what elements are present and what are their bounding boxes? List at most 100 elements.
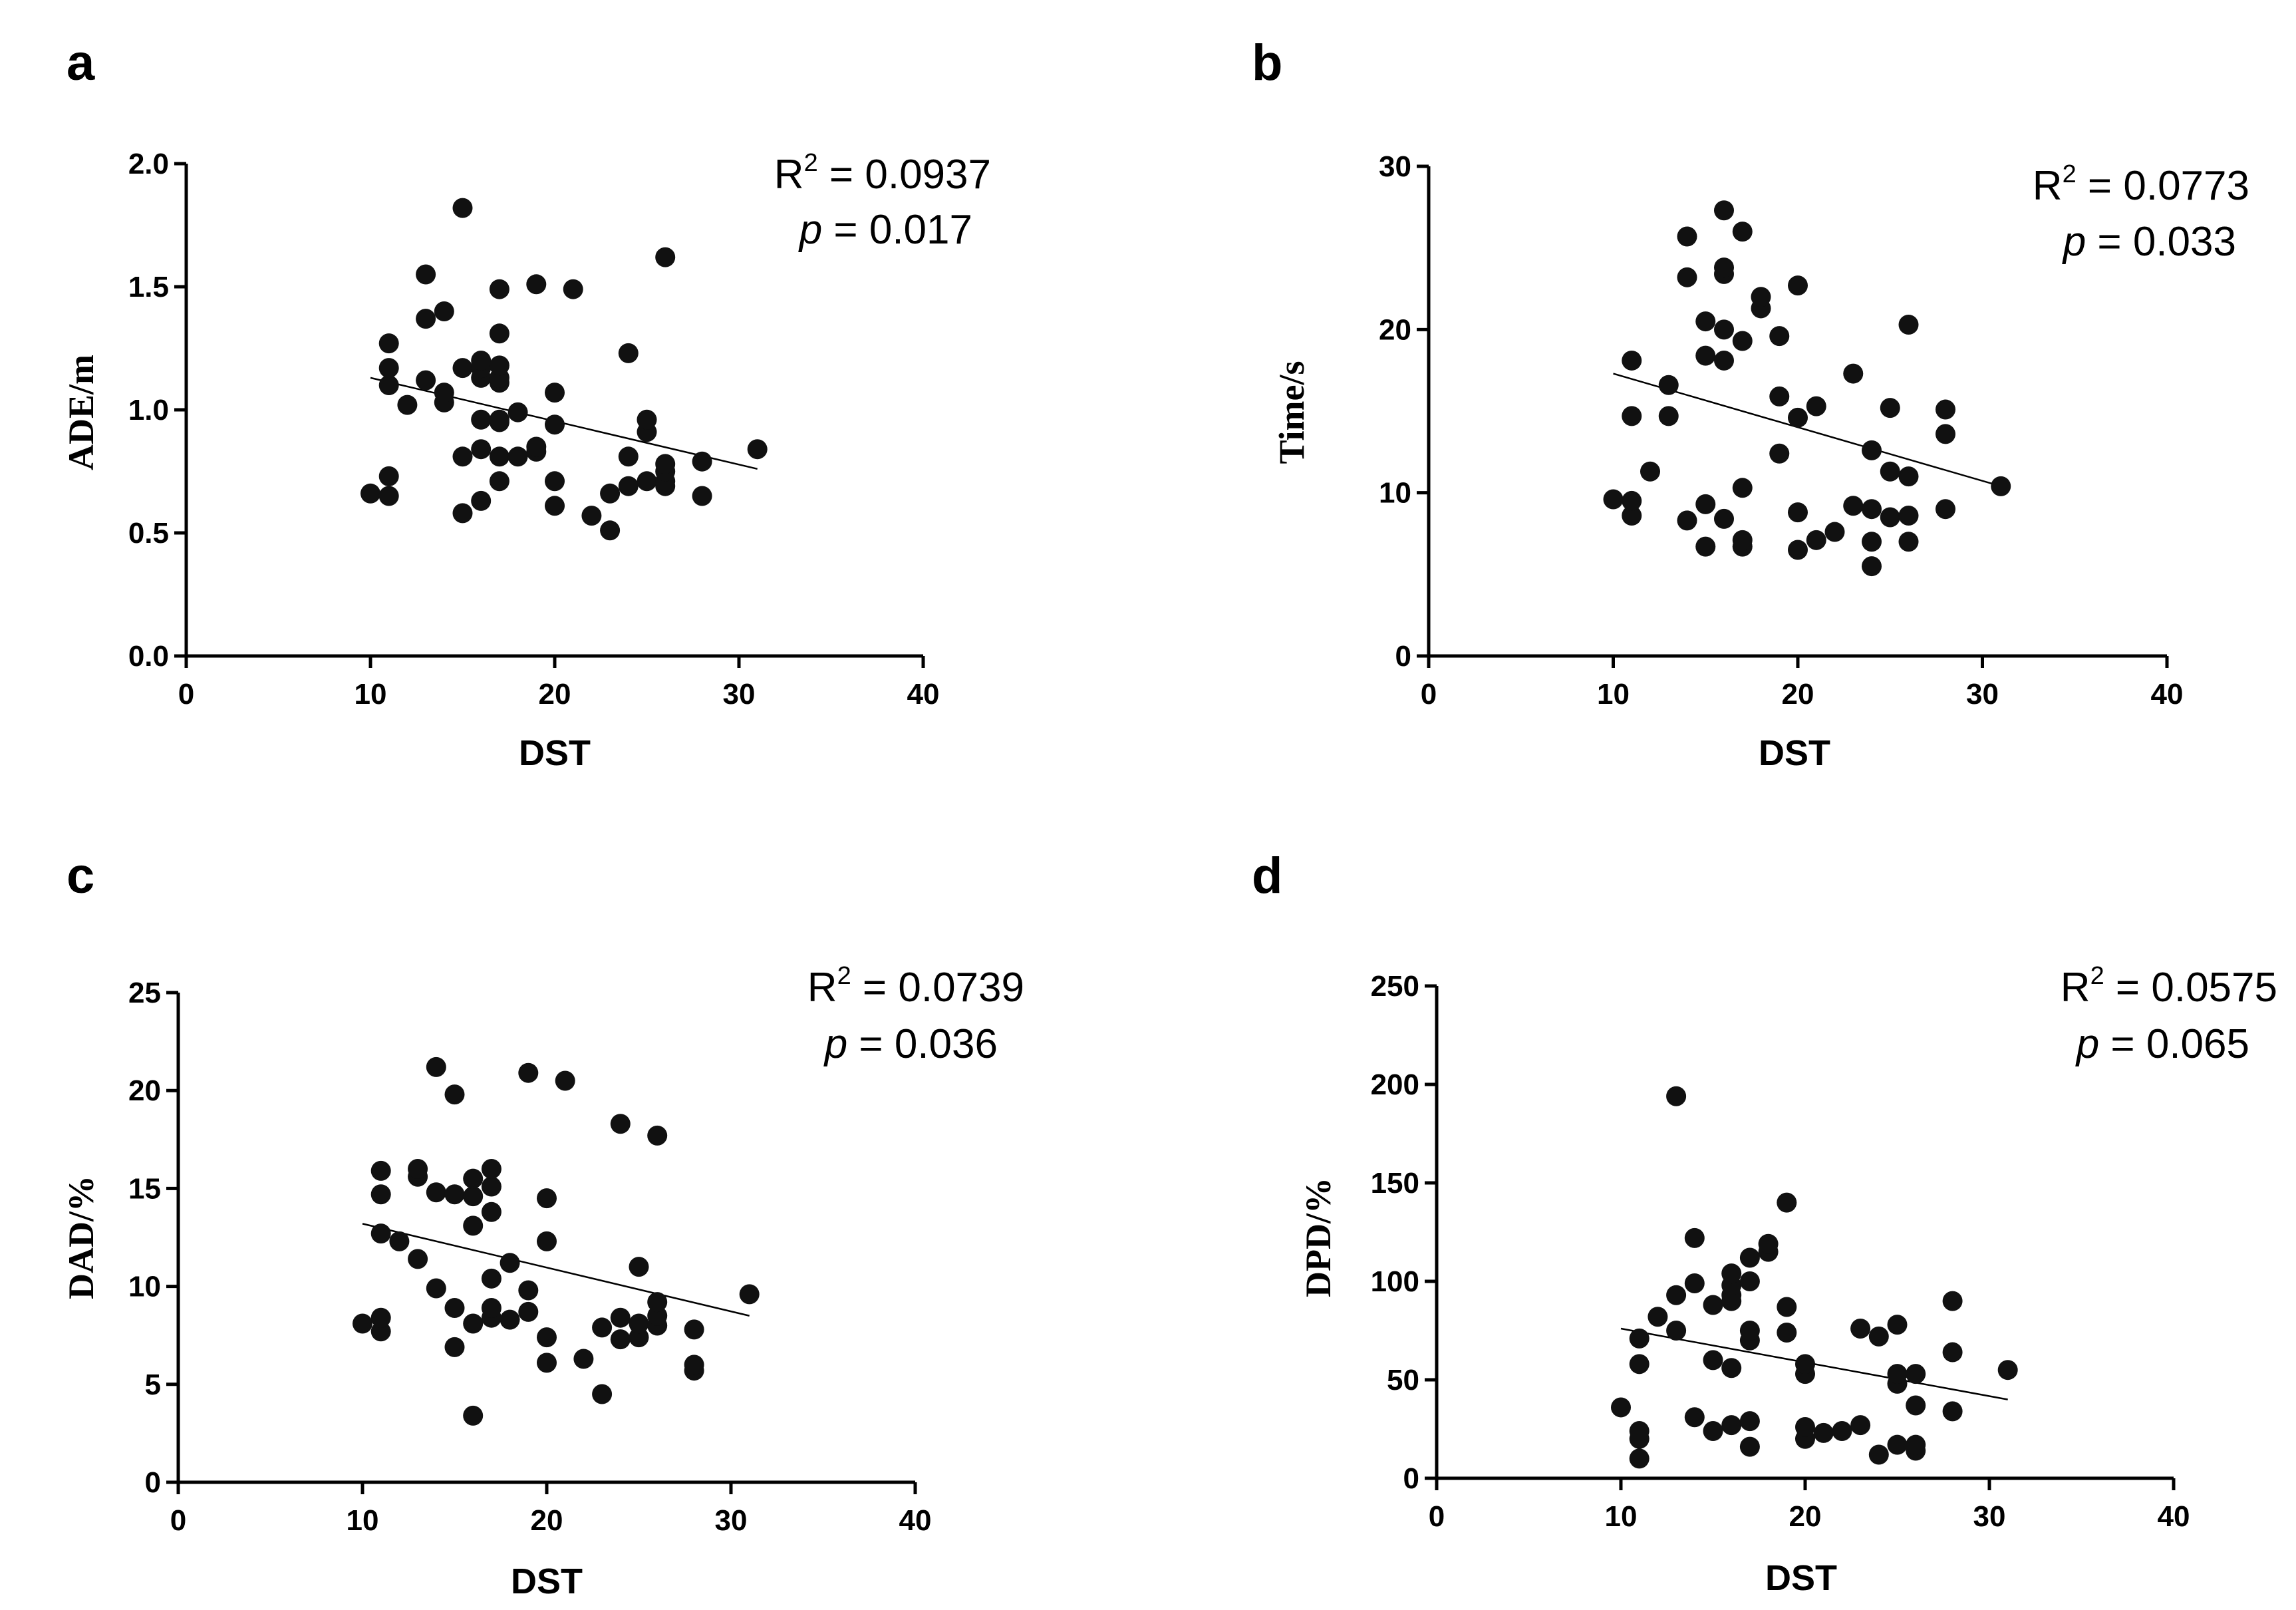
y-tick-label: 10	[128, 1271, 161, 1303]
y-axis-label: DPD/%	[1298, 1178, 1338, 1297]
data-point	[1739, 1411, 1760, 1432]
data-point	[1721, 1358, 1742, 1378]
data-point	[545, 414, 565, 435]
data-point	[629, 1313, 649, 1334]
data-point	[452, 358, 473, 379]
data-point	[618, 446, 639, 467]
data-point	[489, 409, 509, 430]
data-point	[637, 471, 657, 492]
data-point	[489, 471, 509, 492]
data-point	[545, 496, 565, 516]
y-tick-label: 0	[1403, 1462, 1419, 1495]
data-point	[370, 1321, 391, 1342]
panel-label-d: d	[1252, 848, 1282, 904]
data-point	[518, 1301, 539, 1322]
data-point	[1629, 1328, 1650, 1349]
data-point	[1714, 508, 1734, 529]
data-point	[1677, 510, 1697, 531]
data-point	[573, 1349, 594, 1369]
data-point	[610, 1329, 631, 1350]
r-squared-annotation: R2 = 0.0773	[2033, 160, 2249, 209]
data-point	[555, 1070, 575, 1091]
data-point	[360, 483, 380, 504]
data-point	[1721, 1415, 1742, 1436]
data-point	[353, 1313, 372, 1334]
data-point	[1677, 226, 1697, 247]
data-point	[1732, 331, 1753, 351]
data-point	[1769, 443, 1790, 464]
x-tick-label: 10	[1597, 678, 1630, 711]
data-point	[629, 1257, 649, 1277]
y-tick-label: 5	[145, 1368, 161, 1401]
x-tick-label: 30	[1973, 1500, 2006, 1533]
y-tick-label: 2.0	[128, 148, 169, 180]
panel-a: a ADE/m DST R2 = 0.0937 p = 0.017 0 10 20 3…	[61, 35, 991, 773]
data-point	[471, 351, 492, 371]
data-point	[1629, 1420, 1650, 1441]
data-point	[610, 1307, 631, 1328]
data-point	[592, 1384, 613, 1404]
data-point	[1695, 345, 1716, 366]
data-point	[629, 1327, 649, 1348]
data-point	[1666, 1321, 1687, 1341]
data-point	[370, 1307, 391, 1328]
data-point	[647, 1292, 668, 1313]
data-point	[1769, 386, 1790, 406]
data-point	[1721, 1263, 1742, 1284]
data-point	[545, 471, 565, 492]
data-point	[1732, 222, 1753, 242]
y-tick-label: 200	[1371, 1068, 1419, 1101]
data-point	[489, 279, 509, 299]
data-point	[1684, 1227, 1705, 1248]
y-tick-label: 15	[128, 1172, 161, 1205]
data-point	[1695, 536, 1716, 557]
data-point	[618, 343, 639, 363]
data-point	[526, 436, 547, 457]
data-point	[1862, 499, 1882, 520]
y-tick-label: 0	[1395, 640, 1411, 673]
data-point	[1898, 506, 1919, 526]
data-point	[507, 402, 528, 422]
panel-label-a: a	[67, 35, 95, 91]
data-point	[507, 446, 528, 467]
x-tick-label: 20	[539, 678, 571, 711]
data-point	[481, 1297, 502, 1318]
data-point	[1658, 375, 1679, 395]
data-point	[489, 323, 509, 344]
data-point	[526, 274, 547, 295]
data-point	[463, 1405, 484, 1426]
x-tick-label: 20	[1782, 678, 1814, 711]
x-tick-label: 10	[347, 1504, 379, 1537]
data-points	[1603, 200, 2011, 577]
data-point	[647, 1305, 668, 1326]
data-point	[1887, 1364, 1908, 1384]
data-point	[545, 383, 565, 403]
data-point	[1832, 1420, 1852, 1441]
data-point	[1936, 424, 1955, 444]
data-point	[1739, 1271, 1760, 1291]
data-point	[1936, 499, 1955, 520]
data-point	[537, 1188, 557, 1209]
data-point	[1751, 287, 1771, 307]
data-point	[610, 1114, 631, 1134]
r-squared-annotation: R2 = 0.0739	[807, 962, 1024, 1011]
y-tick-label: 150	[1371, 1167, 1419, 1200]
data-point	[563, 279, 583, 299]
data-point	[416, 264, 436, 285]
data-point	[1795, 1417, 1815, 1438]
x-tick-label: 0	[1429, 1500, 1445, 1533]
y-axis-label: ADE/m	[61, 355, 101, 470]
data-point	[463, 1313, 484, 1334]
data-point	[378, 466, 399, 486]
data-point	[1732, 530, 1753, 550]
data-point	[463, 1215, 484, 1236]
data-point	[1777, 1322, 1797, 1343]
data-point	[1942, 1342, 1963, 1363]
data-point	[489, 355, 509, 376]
data-points	[353, 1056, 760, 1426]
data-point	[518, 1280, 539, 1301]
data-point	[426, 1278, 446, 1299]
x-tick-label: 20	[1789, 1500, 1822, 1533]
data-point	[1622, 350, 1642, 371]
